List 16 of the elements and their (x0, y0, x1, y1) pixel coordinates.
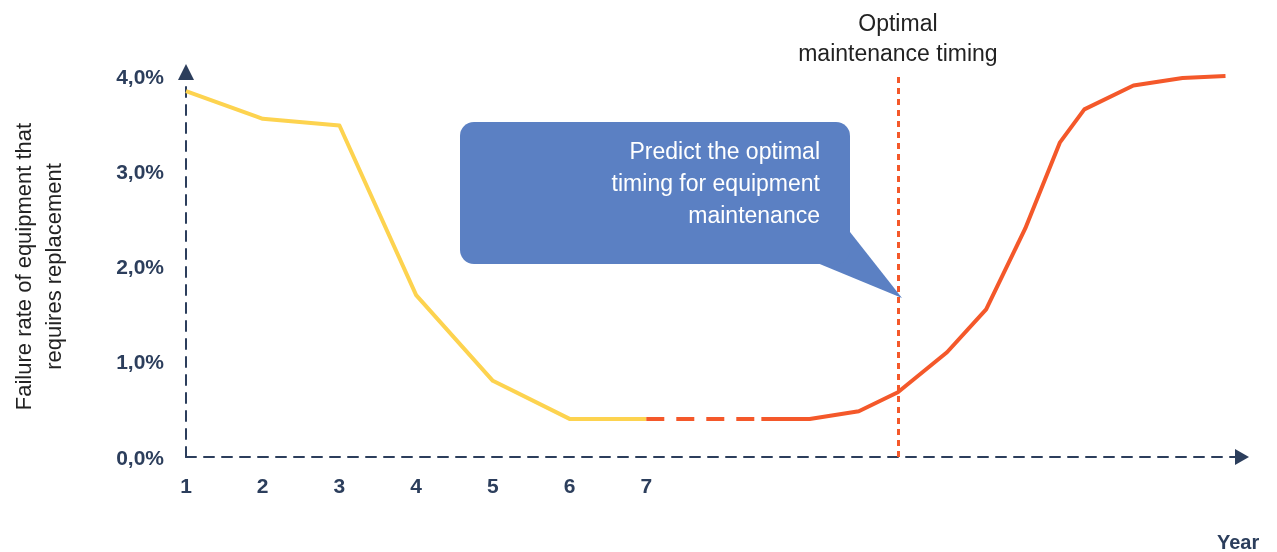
x-tick-label: 1 (180, 474, 193, 497)
y-tick-label: 2,0% (116, 255, 165, 278)
x-tick-label: 6 (563, 474, 576, 497)
y-tick-label: 4,0% (116, 64, 165, 88)
x-tick-label: 7 (640, 474, 653, 497)
y-tick-label: 1,0% (116, 350, 165, 374)
annotation: Predict the optimal timing for equipment maintenance (460, 122, 850, 264)
y-axis-title: Failure rate of equipment that requires replacement (10, 122, 66, 411)
x-tick-label: 4 (410, 474, 423, 497)
y-tick-label: 0,0% (116, 445, 165, 469)
x-tick-label: 3 (333, 474, 346, 497)
x-tick-label: 5 (487, 474, 500, 497)
ref-line-label: Optimal maintenance timing (798, 10, 998, 66)
x-tick-label: 2 (256, 474, 269, 497)
x-axis-title: Year (1217, 531, 1260, 552)
y-tick-label: 3,0% (116, 159, 165, 183)
